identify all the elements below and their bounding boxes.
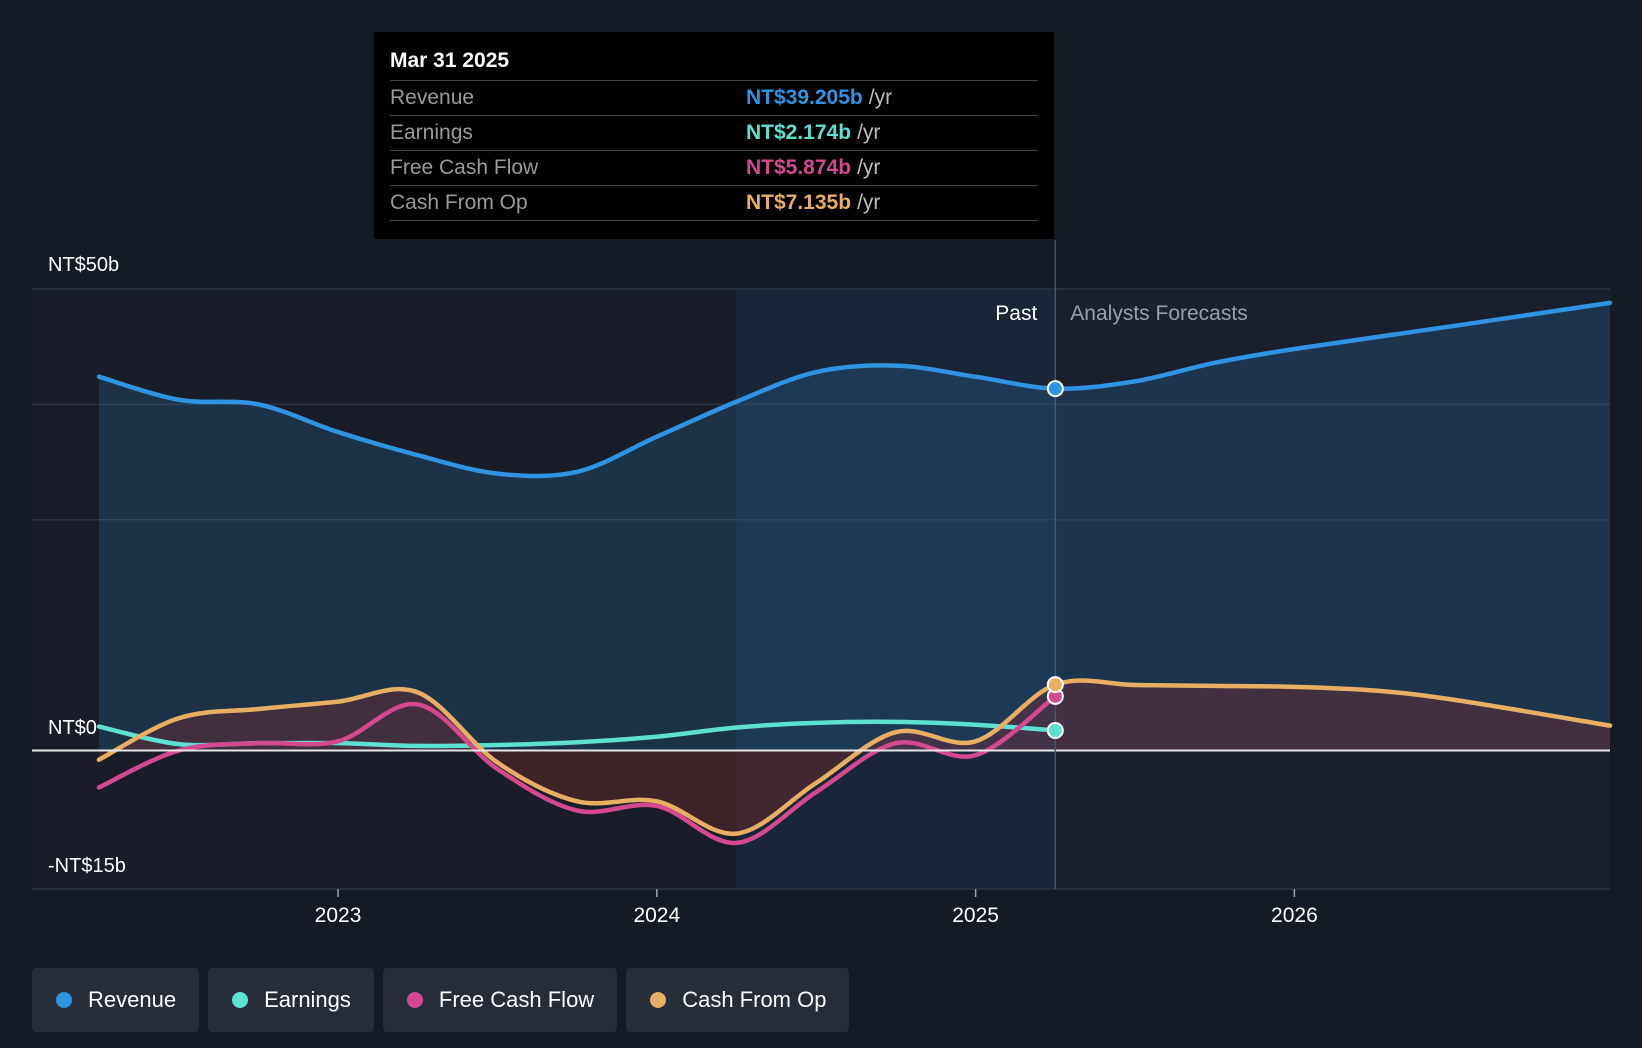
tooltip-row-earnings: Earnings NT$2.174b /yr: [390, 115, 1038, 150]
series-lines: [96, 300, 1613, 846]
legend-label: Cash From Op: [682, 987, 827, 1012]
gridlines: [32, 288, 1610, 890]
earnings-marker[interactable]: [1046, 721, 1064, 739]
legend-dot-icon: [650, 992, 667, 1008]
forecast-region: [1055, 289, 1610, 889]
y-label-zero: NT$0: [48, 717, 97, 739]
x-tick-label: 2023: [315, 904, 362, 927]
cash-from-op-marker[interactable]: [1046, 676, 1064, 694]
revenue-line: [96, 300, 1613, 479]
tooltip-value: NT$5.874b: [746, 156, 852, 179]
series-fills: [98, 302, 1611, 834]
revenue-marker[interactable]: [1046, 380, 1064, 398]
legend-label: Earnings: [264, 987, 351, 1012]
tooltip-label: Earnings: [390, 121, 473, 144]
x-tick-label: 2025: [952, 904, 999, 927]
legend-dot-icon: [406, 992, 423, 1008]
legend-item-free-cash-flow[interactable]: Free Cash Flow: [382, 968, 618, 1032]
legend-dot-icon: [232, 992, 249, 1008]
tooltip-label: Free Cash Flow: [390, 156, 539, 179]
x-tick-label: 2026: [1271, 904, 1318, 927]
legend-dot-icon: [56, 992, 72, 1008]
tooltip-row-cash-from-op: Cash From Op NT$7.135b /yr: [390, 185, 1038, 221]
tooltip-value: NT$2.174b: [746, 121, 852, 144]
y-label-top: NT$50b: [48, 254, 119, 276]
point-markers: [1046, 380, 1064, 739]
tooltip-unit: /yr: [857, 156, 881, 179]
cash-from-op-line: [96, 678, 1613, 836]
tooltip-row-revenue: Revenue NT$39.205b /yr: [390, 80, 1038, 115]
tooltip-value: NT$7.135b: [746, 191, 852, 214]
x-tick-label: 2024: [633, 904, 680, 927]
legend-label: Revenue: [88, 987, 177, 1012]
y-label-bottom: -NT$15b: [48, 855, 126, 877]
legend-label: Free Cash Flow: [438, 987, 595, 1012]
revenue-area: [98, 302, 1611, 751]
tooltip-date: Mar 31 2025: [390, 49, 510, 72]
tooltip-unit: /yr: [857, 191, 881, 214]
past-highlight-band: [736, 289, 1056, 889]
tooltip-label: Cash From Op: [390, 191, 528, 214]
tooltip-unit: /yr: [857, 121, 881, 144]
x-axis-ticks: 2023 2024 2025 2026: [315, 889, 1318, 927]
legend-item-cash-from-op[interactable]: Cash From Op: [626, 968, 850, 1032]
legend-item-earnings[interactable]: Earnings: [208, 968, 374, 1032]
past-label: Past: [995, 302, 1037, 325]
tooltip-label: Revenue: [390, 86, 475, 109]
free-cash-flow-line: [96, 694, 1058, 846]
legend-item-revenue[interactable]: Revenue: [32, 968, 200, 1032]
forecast-label: Analysts Forecasts: [1070, 302, 1247, 325]
tooltip-unit: /yr: [868, 86, 893, 109]
legend: Revenue Earnings Free Cash Flow Cash Fro…: [32, 968, 850, 1032]
tooltip-value: NT$39.205b: [746, 86, 863, 109]
tooltip-row-free-cash-flow: Free Cash Flow NT$5.874b /yr: [390, 150, 1038, 185]
tooltip: Mar 31 2025 Revenue NT$39.205b /yr Earni…: [374, 32, 1054, 239]
cash-from-op-area: [98, 680, 1611, 834]
